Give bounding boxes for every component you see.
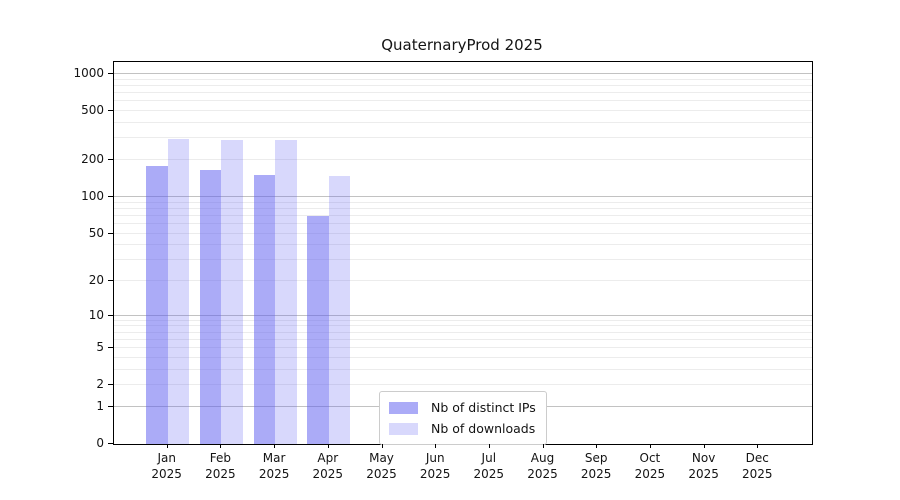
y-tick-mark-200 (108, 159, 113, 160)
x-tick-mark-jan (166, 444, 168, 448)
x-tick-mark-sep (596, 444, 598, 448)
x-tick-label-oct: Oct 2025 (634, 451, 666, 481)
bar-distinct-ips-apr (307, 215, 329, 444)
x-tick-mark-aug (542, 444, 544, 448)
gridline-30 (114, 259, 812, 261)
y-tick-label-1: 1 (96, 398, 104, 413)
gridline-300 (114, 137, 812, 139)
x-tick-label-feb: Feb 2025 (205, 451, 236, 481)
x-tick-mark-feb (220, 444, 222, 448)
y-tick-label-50: 50 (88, 225, 104, 240)
gridline-20 (114, 280, 812, 281)
x-tick-label-nov: Nov 2025 (688, 451, 719, 481)
legend-swatch-downloads (389, 422, 418, 435)
y-tick-mark-1000 (108, 73, 113, 75)
y-tick-mark-0 (108, 443, 113, 444)
y-tick-label-500: 500 (81, 103, 104, 118)
x-tick-label-may: May 2025 (366, 451, 397, 481)
y-tick-label-0: 0 (96, 436, 104, 450)
gridline-200 (114, 159, 812, 160)
gridline-900 (114, 78, 812, 80)
bar-downloads-jan (167, 139, 190, 444)
bar-distinct-ips-jan (146, 165, 168, 444)
legend-item-downloads: Nb of downloads (389, 418, 536, 439)
legend-swatch-distinct-ips (389, 401, 418, 414)
legend: Nb of distinct IPs Nb of downloads (379, 391, 547, 445)
gridline-50 (114, 232, 812, 234)
x-tick-mark-jun (435, 444, 437, 448)
y-tick-label-2: 2 (96, 377, 104, 392)
gridline-600 (114, 100, 812, 102)
y-tick-mark-500 (108, 110, 113, 112)
gridline-80 (114, 207, 812, 209)
y-tick-label-20: 20 (88, 273, 104, 287)
gridline-9 (114, 319, 812, 321)
gridline-400 (114, 122, 812, 123)
gridline-8 (114, 325, 812, 327)
bar-distinct-ips-mar (253, 175, 276, 444)
legend-item-distinct-ips: Nb of distinct IPs (389, 397, 536, 418)
y-tick-label-200: 200 (81, 152, 104, 166)
y-tick-label-10: 10 (88, 307, 104, 322)
x-tick-label-mar: Mar 2025 (258, 451, 290, 481)
x-tick-mark-may (381, 444, 383, 448)
x-tick-mark-apr (327, 444, 329, 448)
x-tick-mark-jul (488, 444, 490, 448)
gridline-90 (114, 201, 812, 203)
bar-distinct-ips-feb (199, 169, 222, 444)
bar-downloads-apr (328, 176, 351, 444)
bar-downloads-feb (221, 140, 243, 444)
legend-label-distinct-ips: Nb of distinct IPs (431, 400, 536, 415)
bar-downloads-mar (275, 139, 297, 444)
gridline-7 (114, 331, 812, 333)
gridline-6 (114, 338, 812, 340)
x-tick-label-apr: Apr 2025 (312, 451, 344, 481)
x-tick-mark-dec (757, 444, 759, 448)
legend-label-downloads: Nb of downloads (431, 421, 536, 436)
y-tick-mark-2 (108, 384, 113, 386)
y-tick-mark-100 (108, 195, 113, 197)
gridline-500 (114, 110, 812, 112)
y-tick-mark-5 (108, 347, 113, 349)
gridline-1000 (114, 73, 812, 75)
x-tick-mark-mar (274, 444, 276, 448)
x-tick-label-jun: Jun 2025 (419, 451, 451, 481)
gridline-70 (114, 214, 812, 216)
gridline-100 (114, 195, 812, 197)
gridline-60 (114, 222, 812, 224)
y-tick-mark-10 (108, 314, 113, 316)
plot-area: Nb of distinct IPs Nb of downloads (113, 61, 813, 445)
y-tick-mark-50 (108, 232, 113, 234)
y-tick-mark-20 (108, 280, 113, 281)
gridline-10 (114, 314, 812, 316)
x-tick-label-dec: Dec 2025 (742, 451, 773, 481)
y-tick-label-1000: 1000 (73, 66, 104, 81)
gridline-3 (114, 368, 812, 370)
chart-title: QuaternaryProd 2025 (381, 36, 543, 54)
gridline-800 (114, 85, 812, 86)
y-tick-mark-1 (108, 405, 113, 407)
x-tick-label-sep: Sep 2025 (580, 451, 612, 481)
x-tick-mark-oct (649, 444, 651, 448)
y-tick-label-100: 100 (81, 188, 104, 203)
gridline-700 (114, 92, 812, 94)
x-tick-label-aug: Aug 2025 (527, 451, 558, 481)
x-tick-mark-nov (703, 444, 705, 448)
gridline-5 (114, 347, 812, 349)
gridline-2 (114, 384, 812, 386)
gridline-40 (114, 244, 812, 246)
x-tick-label-jul: Jul 2025 (473, 451, 505, 481)
y-tick-label-5: 5 (96, 340, 104, 355)
x-tick-label-jan: Jan 2025 (151, 451, 182, 481)
gridline-4 (114, 356, 812, 358)
